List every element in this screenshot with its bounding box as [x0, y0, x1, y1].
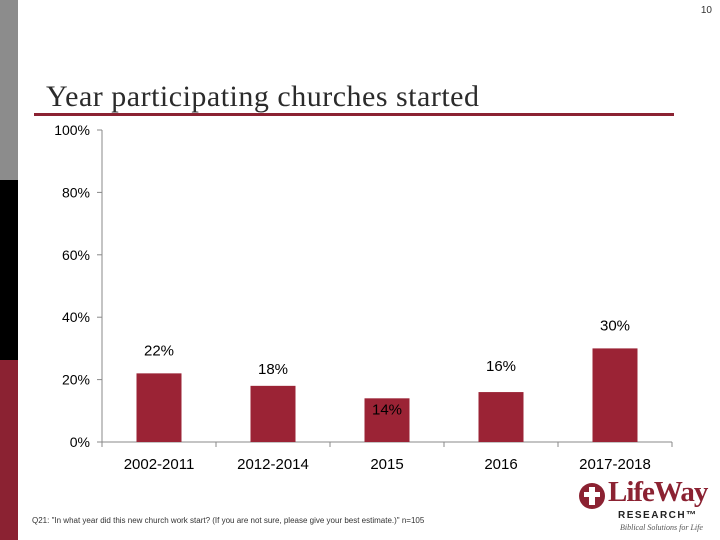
data-label: 22% — [144, 342, 174, 359]
side-strip-red — [0, 360, 18, 540]
page-number: 10 — [700, 5, 712, 16]
bar — [364, 398, 410, 442]
y-tick-label: 0% — [70, 434, 90, 450]
y-tick-label: 20% — [62, 372, 90, 388]
logo-name: LifeWay — [608, 476, 708, 508]
x-tick-label: 2015 — [370, 456, 403, 473]
y-tick-label: 60% — [62, 247, 90, 263]
x-tick-label: 2016 — [484, 456, 517, 473]
bar — [592, 348, 638, 442]
data-label: 30% — [600, 317, 630, 334]
lifeway-research-logo: LifeWay RESEARCH™ Biblical Solutions for… — [578, 476, 714, 534]
data-label: 16% — [486, 358, 516, 375]
y-tick-label: 80% — [62, 184, 90, 200]
y-tick-label: 40% — [62, 309, 90, 325]
bar — [136, 373, 182, 442]
y-tick-label: 100% — [54, 122, 90, 138]
x-tick-label: 2012-2014 — [237, 456, 309, 473]
x-tick-label: 2002-2011 — [124, 456, 195, 473]
title-underline — [34, 113, 674, 116]
side-strip-black — [0, 180, 18, 360]
data-label: 18% — [258, 361, 288, 378]
page-title: Year participating churches started — [46, 80, 480, 113]
survey-footnote: Q21: "In what year did this new church w… — [32, 516, 425, 525]
x-tick-label: 2017-2018 — [579, 456, 651, 473]
logo-sub: RESEARCH™ — [618, 510, 698, 521]
bar — [478, 392, 524, 442]
data-label: 14% — [372, 401, 402, 418]
lifeway-cross-icon — [579, 483, 605, 509]
bar — [250, 385, 296, 442]
side-strip-grey — [0, 0, 18, 180]
logo-tagline: Biblical Solutions for Life — [620, 523, 703, 532]
